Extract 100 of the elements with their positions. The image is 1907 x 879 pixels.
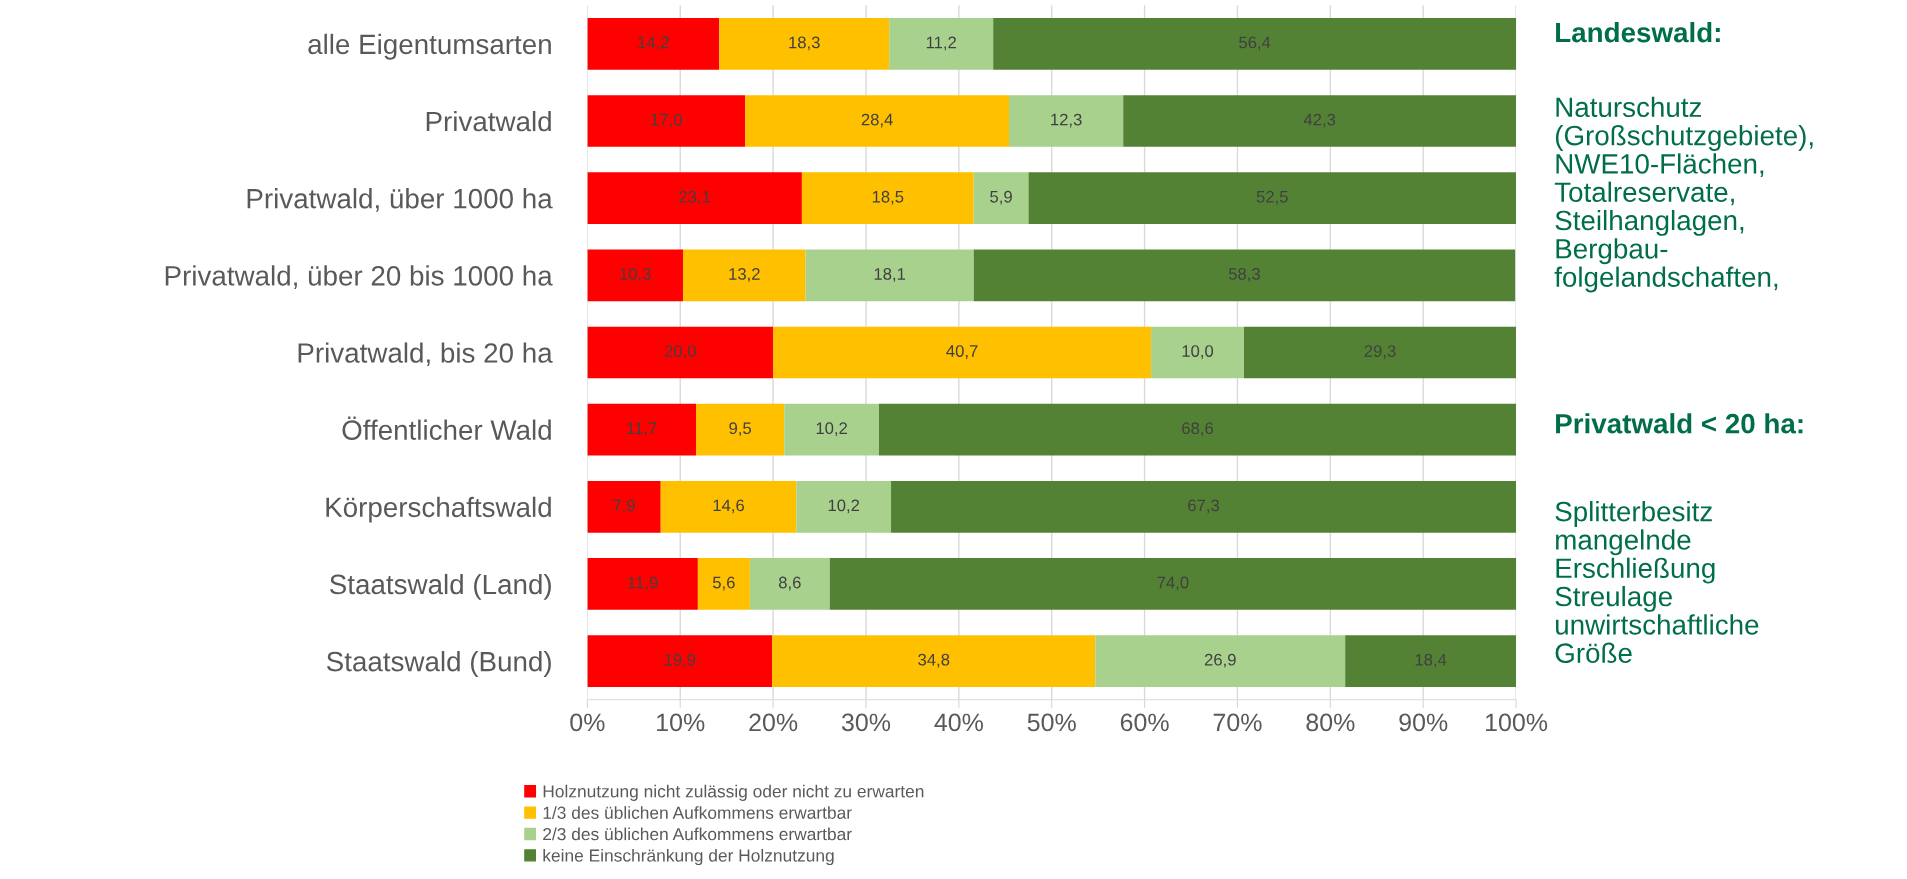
x-tick-label: 0% bbox=[570, 713, 605, 732]
x-tick-label: 30% bbox=[841, 713, 891, 732]
y-tick-label: alle Eigentumsarten bbox=[308, 33, 551, 60]
legend-label: Holznutzung nicht zulässig oder nicht zu erwarten bbox=[543, 784, 924, 801]
data-label: 18,5 bbox=[872, 190, 904, 205]
data-label: 52,5 bbox=[1256, 190, 1288, 205]
bar bbox=[587, 635, 773, 687]
data-label: 5,9 bbox=[990, 190, 1012, 205]
bar bbox=[784, 403, 879, 456]
bar bbox=[587, 172, 802, 225]
bar bbox=[587, 95, 746, 147]
data-label: 12,3 bbox=[1051, 113, 1082, 128]
data-label: 17,0 bbox=[651, 113, 682, 128]
x-tick-label: 80% bbox=[1306, 713, 1355, 732]
data-label: 40,7 bbox=[946, 345, 978, 359]
data-label: 5,6 bbox=[712, 576, 735, 591]
data-label: 10,2 bbox=[816, 422, 847, 437]
x-tick-label: 20% bbox=[749, 713, 798, 732]
bar bbox=[1151, 326, 1244, 379]
bar bbox=[889, 18, 994, 70]
data-label: 34,8 bbox=[918, 653, 950, 668]
bar bbox=[973, 172, 1029, 225]
bar bbox=[773, 326, 1152, 379]
text: Naturschutz (Großschutzgebiete), NWE10-Flächen, Totalreservate, Steilhanglagen, Bergbau- folgelandschaften, bbox=[1554, 96, 1813, 293]
bar bbox=[683, 249, 806, 302]
data-label: 18,3 bbox=[789, 36, 820, 51]
bar bbox=[878, 403, 1517, 456]
bar bbox=[660, 480, 797, 533]
bar bbox=[1028, 172, 1517, 225]
x-tick-label: 10% bbox=[657, 713, 705, 732]
data-label: 58,3 bbox=[1228, 267, 1260, 282]
text: Landeswald: bbox=[1556, 21, 1720, 43]
data-label: 23,1 bbox=[679, 190, 711, 205]
bar bbox=[745, 95, 1009, 147]
bar bbox=[1008, 95, 1124, 147]
x-tick-label: 40% bbox=[934, 713, 983, 732]
bar bbox=[801, 172, 974, 225]
x-tick-label: 90% bbox=[1399, 713, 1448, 732]
data-label: 18,1 bbox=[874, 267, 906, 282]
data-label: 67,3 bbox=[1188, 499, 1220, 514]
x-tick-label: 100% bbox=[1486, 713, 1548, 732]
data-label: 28,4 bbox=[861, 113, 893, 128]
x-tick-label: 70% bbox=[1213, 713, 1262, 732]
bar bbox=[749, 558, 830, 610]
data-label: 11,2 bbox=[926, 36, 956, 51]
legend-label: keine Einschränkung der Holznutzung bbox=[543, 848, 834, 866]
bar bbox=[587, 403, 697, 456]
data-label: 19,9 bbox=[664, 653, 696, 668]
bar bbox=[1345, 635, 1517, 687]
bar bbox=[829, 558, 1517, 610]
bar bbox=[772, 635, 1096, 687]
data-label: 68,6 bbox=[1182, 422, 1214, 437]
data-label: 10,3 bbox=[620, 267, 651, 282]
bar bbox=[587, 249, 684, 302]
data-label: 18,4 bbox=[1415, 653, 1447, 668]
data-label: 10,2 bbox=[828, 499, 860, 514]
data-label: 11,7 bbox=[627, 422, 657, 437]
data-label: 7,9 bbox=[613, 499, 635, 514]
data-label: 9,5 bbox=[729, 422, 752, 437]
bar bbox=[587, 18, 720, 70]
bar bbox=[993, 18, 1517, 70]
data-label: 29,3 bbox=[1364, 345, 1396, 359]
data-label: 14,6 bbox=[713, 499, 745, 514]
y-tick-label: Staatswald (Land) bbox=[330, 573, 551, 600]
data-label: 74,0 bbox=[1157, 576, 1189, 591]
data-label: 8,6 bbox=[778, 576, 801, 591]
legend-label: 2/3 des üblichen Aufkommens erwartbar bbox=[543, 827, 852, 841]
text: Privatwald < 20 ha: bbox=[1556, 413, 1803, 434]
bar bbox=[719, 18, 890, 70]
bar bbox=[805, 249, 974, 302]
bar bbox=[1243, 326, 1517, 379]
data-label: 10,0 bbox=[1182, 345, 1214, 359]
y-tick-label: Privatwald, über 1000 ha bbox=[247, 188, 553, 212]
y-tick-label: Staatswald (Bund) bbox=[326, 651, 551, 677]
bar bbox=[796, 480, 892, 533]
y-tick-label: Privatwald, bis 20 ha bbox=[298, 342, 553, 367]
bar bbox=[1095, 635, 1346, 687]
y-tick-label: Privatwald bbox=[426, 110, 551, 132]
bar bbox=[1123, 95, 1517, 147]
y-tick-label: Privatwald, über 20 bis 1000 ha bbox=[165, 265, 553, 289]
x-tick-label: 50% bbox=[1027, 713, 1076, 732]
data-label: 11,9 bbox=[628, 576, 658, 591]
bar bbox=[587, 326, 774, 379]
bar bbox=[891, 480, 1517, 533]
text: Splitterbesitz mangelnde Erschließung Streulage unwirtschaftliche Größe bbox=[1555, 501, 1759, 663]
bar bbox=[697, 558, 750, 610]
bar bbox=[587, 480, 661, 533]
data-label: 26,9 bbox=[1204, 653, 1236, 668]
legend-label: 1/3 des üblichen Aufkommens erwartbar bbox=[543, 806, 852, 819]
x-tick-label: 60% bbox=[1120, 713, 1169, 732]
data-label: 56,4 bbox=[1239, 36, 1271, 51]
data-label: 13,2 bbox=[729, 267, 760, 282]
y-tick-label: Öffentlicher Wald bbox=[342, 416, 551, 440]
bar bbox=[973, 249, 1516, 302]
data-label: 20,0 bbox=[664, 345, 696, 359]
data-label: 42,3 bbox=[1303, 113, 1336, 128]
y-tick-label: Körperschaftswald bbox=[326, 496, 551, 523]
bar bbox=[587, 558, 698, 610]
bar bbox=[696, 403, 785, 456]
data-label: 14,2 bbox=[638, 36, 669, 51]
